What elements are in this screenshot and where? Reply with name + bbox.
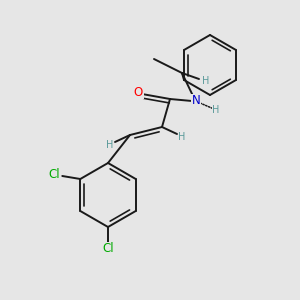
Text: Cl: Cl <box>102 242 114 256</box>
Text: H: H <box>106 140 114 150</box>
Text: Cl: Cl <box>49 167 60 181</box>
Text: H: H <box>202 76 210 86</box>
Text: O: O <box>134 85 142 98</box>
Text: H: H <box>178 132 186 142</box>
Text: H: H <box>212 105 220 115</box>
Text: N: N <box>192 94 200 107</box>
